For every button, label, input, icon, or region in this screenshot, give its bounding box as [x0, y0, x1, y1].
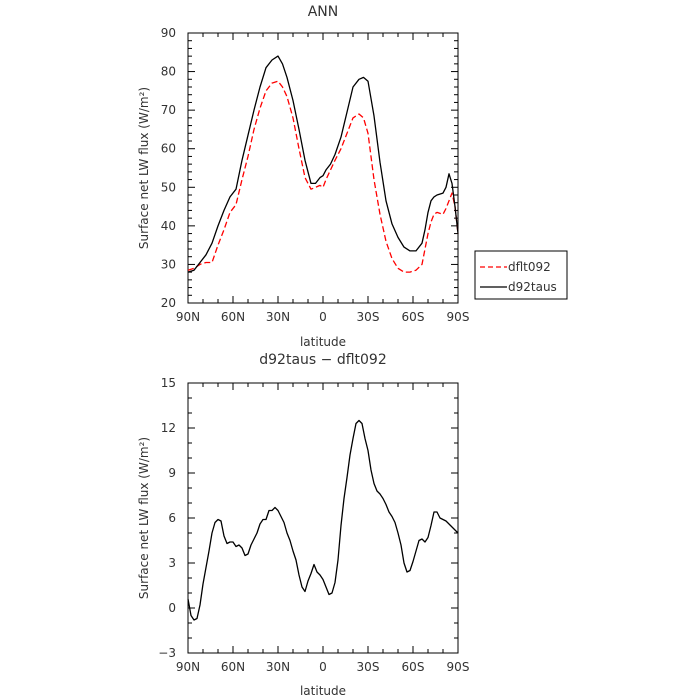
bottom-y-tick-label: 0 [168, 601, 176, 615]
top-y-tick-label: 30 [161, 257, 176, 271]
bottom-y-axis-label: Surface net LW flux (W/m²) [137, 437, 151, 599]
top-plot-frame [187, 32, 459, 304]
top-ticks: 90N 60N 30N 0 30S 60S 90S 20 30 40 50 60 70 80 90 [161, 26, 470, 324]
top-x-tick-label: 60S [402, 310, 425, 324]
top-panel: ANN 90N 60N 30N 0 30S 60S 90S2030405060708090 … [137, 4, 568, 349]
top-y-tick-label: 70 [161, 103, 176, 117]
top-y-tick-label: 40 [161, 219, 176, 233]
top-series-line-d92taus [187, 55, 459, 273]
bottom-y-tick-label: −3 [158, 646, 176, 660]
legend-label-dflt092: dflt092 [508, 260, 551, 274]
top-y-tick-label: 50 [161, 180, 176, 194]
legend-label-d92taus: d92taus [508, 280, 557, 294]
top-x-tick-label: 90N [176, 310, 200, 324]
bottom-y-tick-label: 3 [168, 556, 176, 570]
top-y-tick-label: 60 [161, 142, 176, 156]
bottom-x-tick-label: 90N [176, 660, 200, 674]
legend-box [474, 250, 568, 300]
legend: dflt092 d92taus [474, 250, 568, 300]
bottom-plot-frame [187, 382, 459, 654]
bottom-panel: d92taus − dflt092 90N 60N 30N 0 30S 60S 90S −3 0… [137, 352, 469, 698]
bottom-x-tick-label: 60S [402, 660, 425, 674]
bottom-y-tick-label: 9 [168, 466, 176, 480]
bottom-x-tick-label: 90S [447, 660, 470, 674]
top-x-tick-label: 60N [221, 310, 245, 324]
top-x-tick-label: 0 [319, 310, 327, 324]
top-x-tick-label: 30S [357, 310, 380, 324]
bottom-x-tick-label: 0 [319, 660, 327, 674]
bottom-series-line-0 [187, 419, 459, 621]
top-y-tick-label: 80 [161, 65, 176, 79]
bottom-y-tick-label: 12 [161, 421, 176, 435]
top-x-tick-label: 90S [447, 310, 470, 324]
top-y-tick-label: 90 [161, 26, 176, 40]
top-x-axis-label: latitude [300, 335, 346, 349]
bottom-x-tick-label: 60N [221, 660, 245, 674]
bottom-y-tick-label: 15 [161, 376, 176, 390]
bottom-x-tick-label: 30S [357, 660, 380, 674]
top-y-axis-label: Surface net LW flux (W/m²) [137, 87, 151, 249]
top-x-tick-label: 30N [266, 310, 290, 324]
top-chart-title: ANN [308, 4, 339, 20]
bottom-y-tick-label: 6 [168, 511, 176, 525]
bottom-x-tick-label: 30N [266, 660, 290, 674]
top-series-layer [187, 55, 459, 273]
bottom-x-axis-label: latitude [300, 684, 346, 698]
top-y-tick-label: 20 [161, 296, 176, 310]
top-series-line-dflt092 [187, 80, 459, 273]
bottom-series-layer [187, 419, 459, 621]
bottom-chart-title: d92taus − dflt092 [259, 352, 386, 368]
bottom-ticks: 90N 60N 30N 0 30S 60S 90S −3 0 3 6 9 12 15 [158, 376, 469, 674]
